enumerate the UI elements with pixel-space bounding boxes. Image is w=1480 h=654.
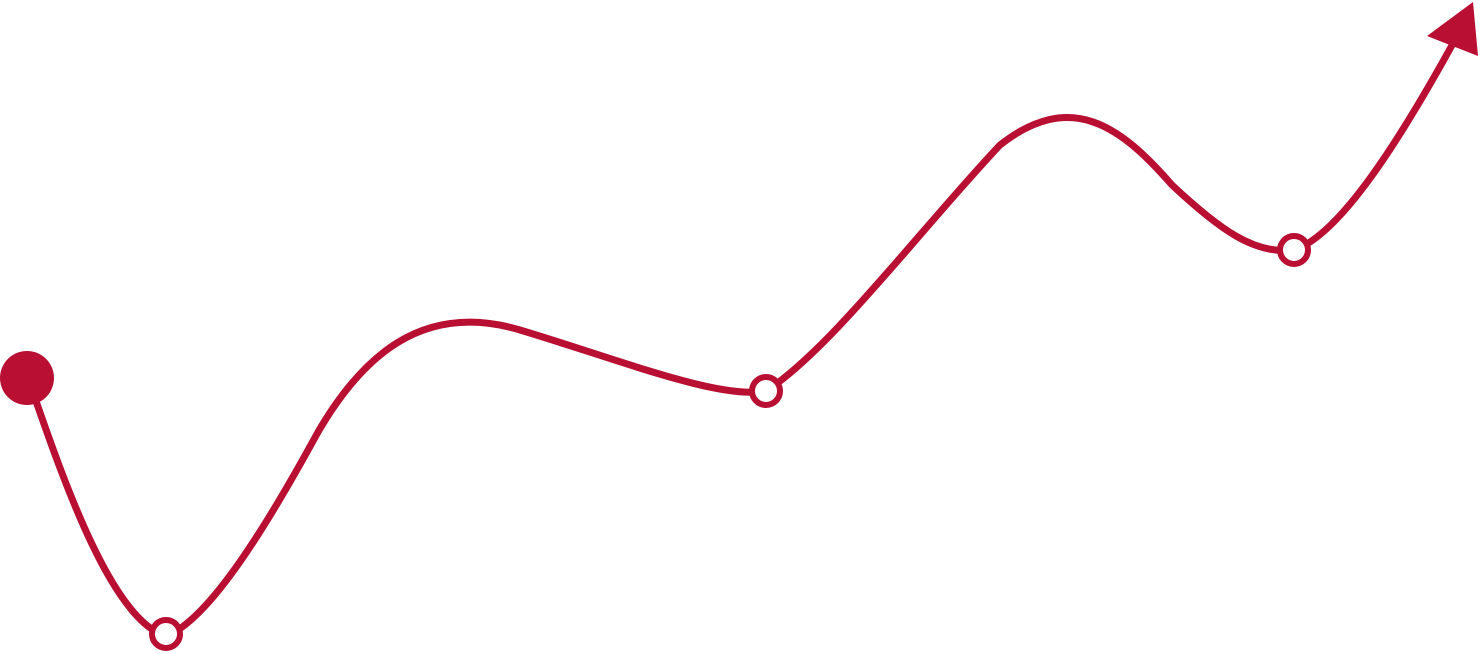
arrowhead-icon (1427, 2, 1478, 56)
milestone-node-2 (749, 374, 783, 408)
start-node (0, 351, 54, 405)
trend-line (25, 34, 1460, 640)
milestone-node-3 (1277, 233, 1311, 267)
milestone-node-1 (149, 617, 183, 651)
